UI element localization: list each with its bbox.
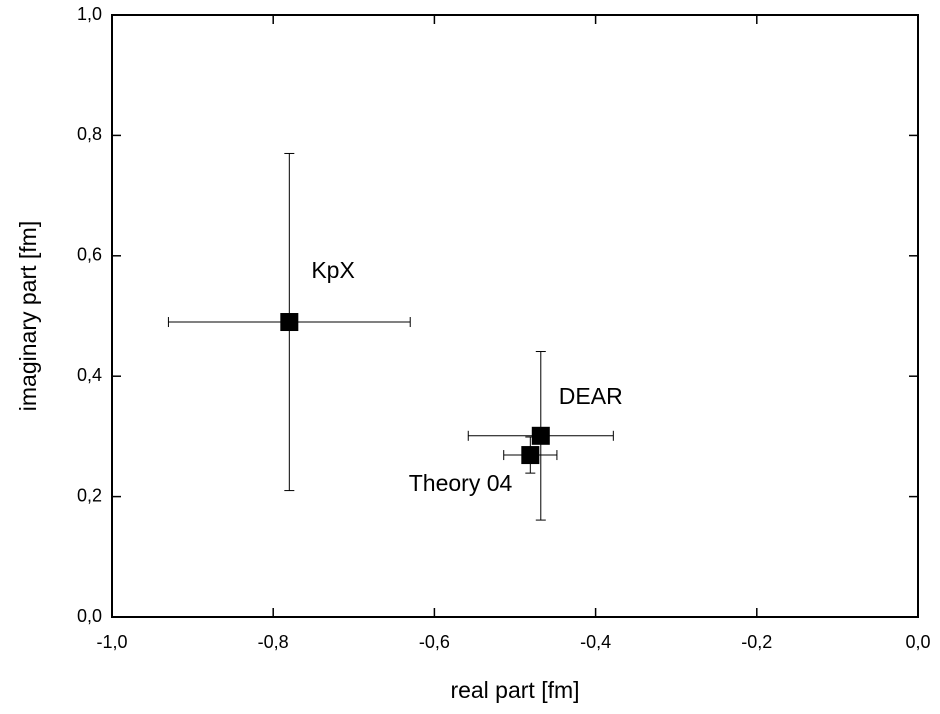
- y-tick-label: 0,0: [77, 606, 102, 626]
- marker: [521, 446, 540, 465]
- point-label: Theory 04: [409, 470, 513, 496]
- x-tick-label: -1,0: [96, 632, 127, 652]
- x-tick-label: -0,6: [419, 632, 450, 652]
- x-tick-label: -0,2: [741, 632, 772, 652]
- y-tick-label: 0,6: [77, 245, 102, 265]
- point-label: KpX: [311, 257, 354, 283]
- y-tick-label: 0,8: [77, 124, 102, 144]
- x-tick-label: 0,0: [905, 632, 930, 652]
- x-tick-label: -0,8: [258, 632, 289, 652]
- y-axis-label: imaginary part [fm]: [15, 221, 41, 411]
- marker: [280, 313, 299, 332]
- y-tick-label: 0,4: [77, 365, 102, 385]
- marker: [531, 426, 550, 445]
- x-tick-label: -0,4: [580, 632, 611, 652]
- point-label: DEAR: [559, 383, 623, 409]
- x-axis-label: real part [fm]: [450, 677, 579, 703]
- y-tick-label: 0,2: [77, 485, 102, 505]
- y-tick-label: 1,0: [77, 4, 102, 24]
- plot-frame: [111, 14, 919, 618]
